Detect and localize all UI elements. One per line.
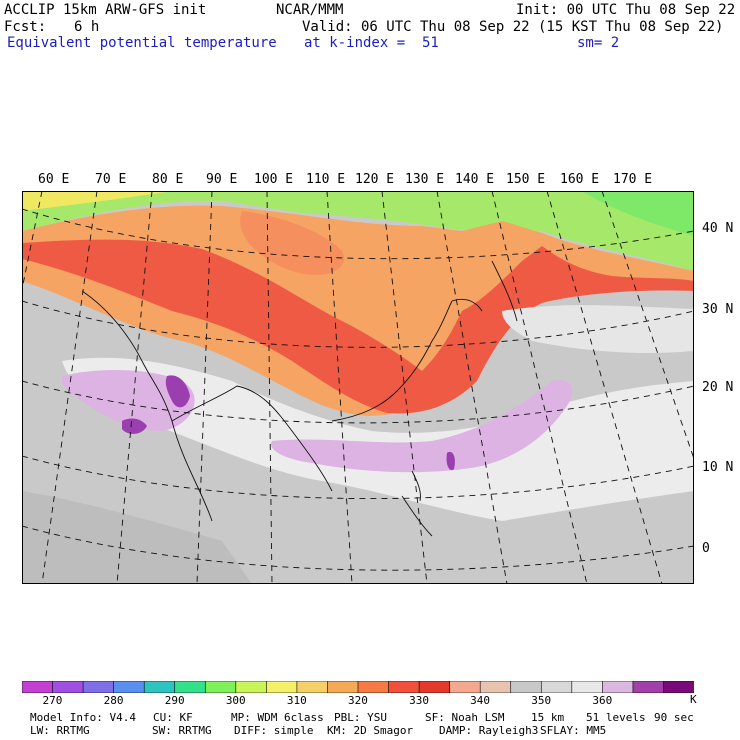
colorbar-swatch xyxy=(540,681,573,693)
field-band-lightgreen xyxy=(582,191,694,236)
smoothing-info: sm= 2 xyxy=(577,35,620,51)
colorbar-swatch xyxy=(82,681,115,693)
field-band-red xyxy=(22,239,694,414)
model-title: ACCLIP 15km ARW-GFS init xyxy=(4,2,207,18)
longitude-label: 160 E xyxy=(560,172,600,187)
colorbar-swatch xyxy=(510,681,543,693)
colorbar-tick-label: 360 xyxy=(592,694,613,707)
colorbar-swatch xyxy=(663,681,694,693)
colorbar-tick-label: 290 xyxy=(164,694,185,707)
init-time: Init: 00 UTC Thu 08 Sep 22 xyxy=(516,2,736,18)
colorbar-tick-label: 270 xyxy=(42,694,63,707)
colorbar-swatch xyxy=(388,681,420,693)
latitude-label: 0 xyxy=(702,541,710,556)
footer-item: Model Info: V4.4 xyxy=(30,711,136,724)
level-index: at k-index = 51 xyxy=(304,35,439,51)
colorbar-swatch xyxy=(174,681,207,693)
colorbar-swatch xyxy=(204,681,237,693)
longitude-label: 130 E xyxy=(405,172,445,187)
field-spot-purple-3 xyxy=(446,451,455,471)
latitude-label: 20 N xyxy=(702,380,734,395)
footer-item: SFLAY: MM5 xyxy=(540,724,607,737)
latitude-label: 10 N xyxy=(702,460,734,475)
colorbar-unit: K xyxy=(690,693,697,706)
colorbar-swatch xyxy=(113,681,145,693)
colorbar-swatch xyxy=(602,681,634,693)
latitude-label: 40 N xyxy=(702,221,734,236)
colorbar-swatch xyxy=(479,681,512,693)
colorbar-swatch xyxy=(22,681,54,693)
longitude-label: 60 E xyxy=(38,172,70,187)
longitude-label: 90 E xyxy=(206,172,238,187)
colorbar-swatch xyxy=(571,681,604,693)
field-name: Equivalent potential temperature xyxy=(7,35,277,51)
center-label: NCAR/MMM xyxy=(276,2,344,18)
colorbar-tick-label: 310 xyxy=(286,694,307,707)
footer-item: MP: WDM 6class xyxy=(231,711,324,724)
longitude-label: 120 E xyxy=(355,172,395,187)
longitude-label: 80 E xyxy=(152,172,184,187)
footer-item: 90 sec xyxy=(654,711,694,724)
field-tropics-light xyxy=(62,357,694,521)
field-patch-salmon xyxy=(240,211,344,275)
map-frame xyxy=(22,191,694,584)
field-band-lavender-india xyxy=(61,369,195,431)
longitude-label: 110 E xyxy=(306,172,346,187)
colorbar-tick-label: 300 xyxy=(225,694,246,707)
forecast-label: Fcst: xyxy=(4,19,47,35)
colorbar-swatch xyxy=(266,681,298,693)
colorbar-tick-label: 340 xyxy=(470,694,491,707)
colorbar-tick-label: 280 xyxy=(103,694,124,707)
field-band-green xyxy=(22,191,694,271)
colorbar-swatch xyxy=(632,681,665,693)
colorbar-tick-label: 320 xyxy=(348,694,368,707)
footer-item: 15 km xyxy=(531,711,565,724)
colorbar-swatch xyxy=(235,681,268,693)
colorbar-swatch xyxy=(449,681,481,693)
longitude-label: 140 E xyxy=(455,172,495,187)
field-spot-purple-2 xyxy=(165,375,190,408)
latitude-lines xyxy=(22,208,694,571)
colorbar-swatch xyxy=(327,681,359,693)
field-southwest-grey xyxy=(22,491,252,584)
footer-item: 51 levels xyxy=(586,711,646,724)
longitude-label: 170 E xyxy=(613,172,653,187)
longitude-lines xyxy=(22,191,694,584)
footer-item: KM: 2D Smagor xyxy=(327,724,414,737)
latitude-label: 30 N xyxy=(702,302,734,317)
footer-item: DAMP: Rayleigh3 xyxy=(439,724,539,737)
footer-item: CU: KF xyxy=(153,711,193,724)
coastlines xyxy=(81,260,518,537)
colorbar xyxy=(22,681,694,693)
footer-item: DIFF: simple xyxy=(234,724,314,737)
longitude-label: 70 E xyxy=(95,172,127,187)
footer-item: SW: RRTMG xyxy=(152,724,212,737)
longitude-label: 100 E xyxy=(254,172,294,187)
forecast-hours: 6 h xyxy=(74,19,100,35)
colorbar-tick-label: 350 xyxy=(531,694,552,707)
footer-item: PBL: YSU xyxy=(334,711,387,724)
footer-item: SF: Noah LSM xyxy=(425,711,505,724)
longitude-label: 150 E xyxy=(506,172,546,187)
footer-item: LW: RRTMG xyxy=(30,724,90,737)
colorbar-swatch xyxy=(296,681,329,693)
valid-time: Valid: 06 UTC Thu 08 Sep 22 (15 KST Thu … xyxy=(302,19,724,35)
field-band-yellow xyxy=(22,191,172,211)
colorbar-swatch xyxy=(52,681,84,693)
equivalent-potential-temperature-map xyxy=(22,191,694,584)
field-spot-purple-1 xyxy=(122,418,147,434)
field-band-lavender-pacific xyxy=(271,379,573,473)
colorbar-tick-label: 330 xyxy=(409,694,429,707)
colorbar-swatch xyxy=(357,681,390,693)
colorbar-swatch xyxy=(143,681,176,693)
colorbar-swatch xyxy=(418,681,451,693)
field-pacific-light xyxy=(502,305,694,353)
